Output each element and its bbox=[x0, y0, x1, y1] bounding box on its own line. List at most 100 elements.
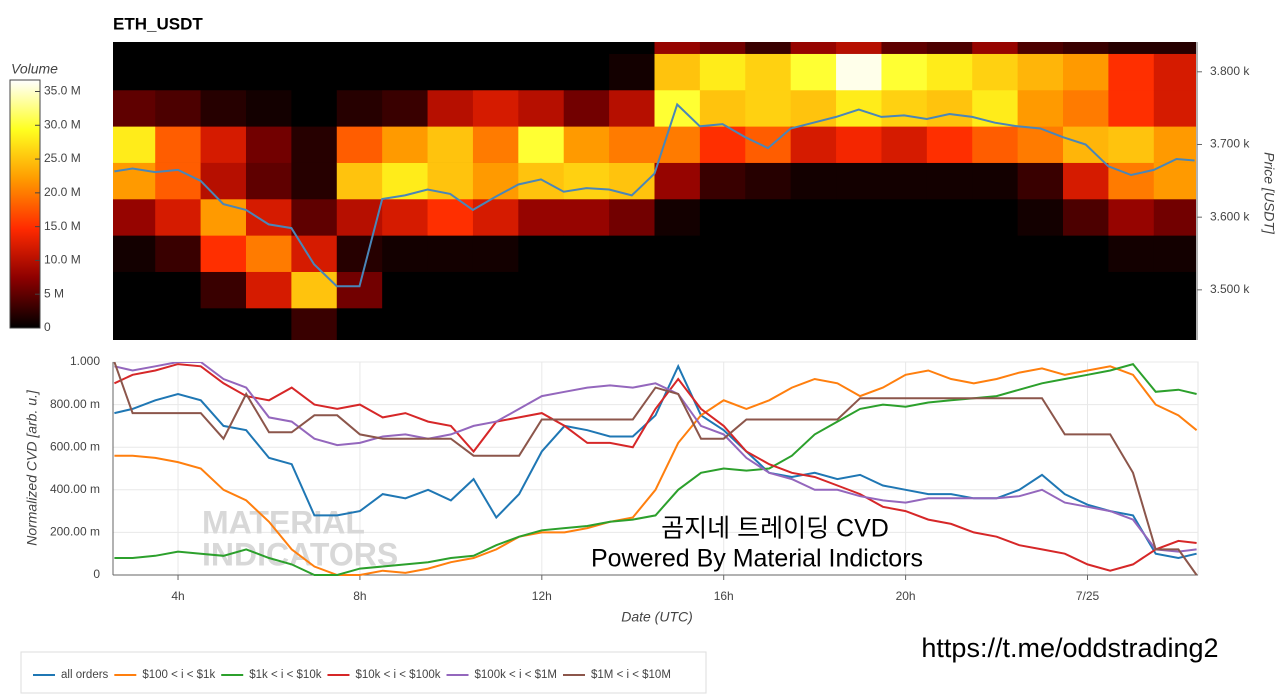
heatmap-cell bbox=[609, 235, 655, 272]
heatmap-cell bbox=[926, 42, 973, 54]
heatmap-cell bbox=[1153, 308, 1196, 340]
heatmap-cell bbox=[972, 235, 1019, 272]
legend-label: $100 < i < $1k bbox=[142, 669, 215, 681]
heatmap-cell bbox=[518, 126, 565, 163]
heatmap-cell bbox=[427, 126, 474, 163]
heatmap-cell bbox=[654, 308, 701, 340]
heatmap-cell bbox=[654, 162, 701, 200]
x-tick-label: 7/25 bbox=[1076, 589, 1100, 603]
heatmap-cell bbox=[881, 126, 928, 163]
heatmap-cell bbox=[654, 53, 701, 91]
heatmap-cell bbox=[155, 271, 202, 309]
heatmap-cell bbox=[699, 89, 746, 127]
heatmap-cell bbox=[926, 162, 973, 200]
heatmap-cell bbox=[745, 271, 792, 309]
x-tick-label: 4h bbox=[171, 589, 184, 603]
y-tick-label: 3.500 k bbox=[1210, 282, 1250, 296]
heatmap-cell bbox=[200, 308, 247, 340]
heatmap-cell bbox=[563, 271, 610, 309]
heatmap-cell bbox=[1017, 271, 1064, 309]
heatmap-cell bbox=[245, 42, 292, 54]
heatmap-cell bbox=[1017, 42, 1064, 54]
heatmap-cell bbox=[427, 89, 474, 127]
watermark: MATERIAL bbox=[202, 504, 365, 540]
heatmap-cell bbox=[113, 235, 156, 272]
heatmap-cell bbox=[790, 271, 837, 309]
heatmap-cell bbox=[291, 126, 338, 163]
legend-label: $10k < i < $100k bbox=[355, 669, 440, 681]
heatmap-cell bbox=[563, 89, 610, 127]
heatmap-cell bbox=[245, 271, 292, 309]
heatmap-cell bbox=[1017, 162, 1064, 200]
heatmap-cell bbox=[291, 308, 338, 340]
heatmap-cell bbox=[609, 198, 655, 236]
heatmap-cell bbox=[1153, 53, 1196, 91]
heatmap-cell bbox=[699, 53, 746, 91]
heatmap-cell bbox=[382, 42, 429, 54]
colorbar-tick-label: 5 M bbox=[44, 286, 64, 300]
heatmap-cell bbox=[1017, 198, 1064, 236]
heatmap-cell bbox=[472, 308, 519, 340]
heatmap-cell bbox=[745, 42, 792, 54]
heatmap-cell bbox=[654, 235, 701, 272]
heatmap-cell bbox=[699, 271, 746, 309]
colorbar-tick-label: 10.0 M bbox=[44, 253, 81, 267]
heatmap-cell bbox=[155, 126, 202, 163]
heatmap-cell bbox=[926, 53, 973, 91]
price-line bbox=[114, 102, 1195, 288]
heatmap-cell bbox=[336, 53, 383, 91]
heatmap-cell bbox=[1153, 126, 1196, 163]
heatmap-cell bbox=[1108, 198, 1155, 236]
heatmap-cell bbox=[245, 308, 292, 340]
heatmap-cell bbox=[1017, 53, 1064, 91]
heatmap-cell bbox=[382, 126, 429, 163]
heatmap-cell bbox=[1063, 42, 1109, 54]
heatmap-cell bbox=[609, 126, 655, 163]
heatmap-cell bbox=[291, 53, 338, 91]
heatmap-cell bbox=[472, 89, 519, 127]
legend-label: $1k < i < $10k bbox=[249, 669, 321, 681]
colorbar-tick-label: 0 bbox=[44, 320, 51, 334]
y-tick-label: 3.600 k bbox=[1210, 209, 1250, 223]
heatmap-cell bbox=[291, 89, 338, 127]
heatmap-cell bbox=[200, 126, 247, 163]
heatmap bbox=[113, 42, 1196, 340]
heatmap-cell bbox=[382, 162, 429, 200]
heatmap-cell bbox=[291, 198, 338, 236]
heatmap-cell bbox=[699, 198, 746, 236]
heatmap-cell bbox=[926, 271, 973, 309]
heatmap-cell bbox=[699, 126, 746, 163]
heatmap-cell bbox=[113, 126, 156, 163]
y-axis-label: Price [USDT] bbox=[1261, 152, 1277, 235]
heatmap-cell bbox=[518, 308, 565, 340]
heatmap-cell bbox=[245, 235, 292, 272]
series-line bbox=[114, 365, 1198, 576]
heatmap-cell bbox=[881, 271, 928, 309]
heatmap-cell bbox=[836, 126, 882, 163]
heatmap-cell bbox=[113, 89, 156, 127]
heatmap-cell bbox=[1017, 126, 1064, 163]
heatmap-cell bbox=[609, 53, 655, 91]
heatmap-cell bbox=[291, 271, 338, 309]
colorbar-tick-label: 35.0 M bbox=[44, 84, 81, 98]
heatmap-cell bbox=[155, 198, 202, 236]
heatmap-cell bbox=[518, 162, 565, 200]
watermark: INDICATORS bbox=[202, 536, 398, 572]
heatmap-cell bbox=[972, 198, 1019, 236]
colorbar-tick-label: 30.0 M bbox=[44, 117, 81, 131]
colorbar bbox=[9, 79, 41, 329]
heatmap-cell bbox=[926, 198, 973, 236]
heatmap-cell bbox=[745, 198, 792, 236]
legend-label: $100k < i < $1M bbox=[475, 669, 557, 681]
heatmap-cell bbox=[1063, 271, 1109, 309]
heatmap-cell bbox=[200, 271, 247, 309]
heatmap-cell bbox=[518, 198, 565, 236]
heatmap-cell bbox=[881, 53, 928, 91]
y-tick-label: 200.00 m bbox=[50, 525, 100, 539]
heatmap-cell bbox=[881, 198, 928, 236]
heatmap-cell bbox=[1063, 308, 1109, 340]
y-tick-label: 800.00 m bbox=[50, 397, 100, 411]
heatmap-cell bbox=[1063, 89, 1109, 127]
heatmap-cell bbox=[972, 308, 1019, 340]
heatmap-cell bbox=[1063, 53, 1109, 91]
